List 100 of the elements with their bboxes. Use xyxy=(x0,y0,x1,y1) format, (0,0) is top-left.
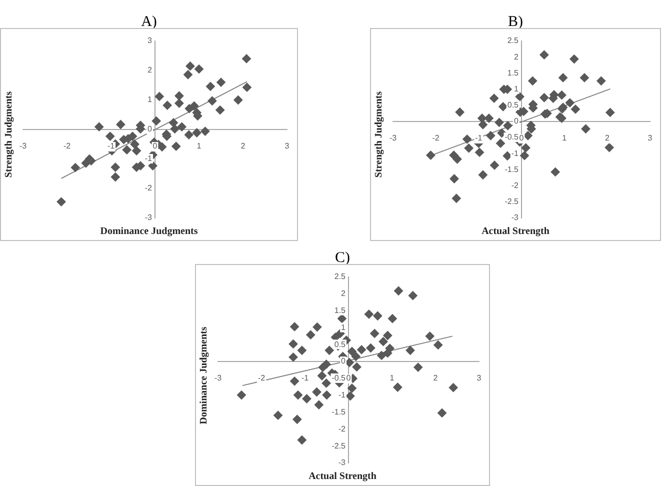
y-tick-label: 1.5 xyxy=(507,68,520,78)
point xyxy=(406,346,415,355)
point xyxy=(184,104,194,114)
point xyxy=(317,371,326,380)
y-tick-label: 2 xyxy=(341,289,346,298)
y-tick-label: 1.5 xyxy=(334,306,346,316)
point xyxy=(464,144,474,153)
point xyxy=(208,96,217,106)
point xyxy=(152,116,161,126)
point xyxy=(373,311,382,320)
point xyxy=(370,328,380,338)
point xyxy=(154,92,164,101)
x-axis-title: Dominance Judgments xyxy=(99,226,199,237)
point xyxy=(216,78,226,87)
y-tick-label: 0.5 xyxy=(334,340,346,349)
x-tick-label: -1 xyxy=(475,134,483,143)
point xyxy=(475,148,484,157)
point xyxy=(486,131,496,140)
chart-title: C) xyxy=(334,250,351,266)
point xyxy=(192,128,202,138)
point xyxy=(206,82,215,91)
point xyxy=(388,314,397,324)
point xyxy=(352,362,362,372)
point xyxy=(194,64,204,74)
point xyxy=(521,143,530,152)
point xyxy=(581,124,590,134)
point xyxy=(604,143,614,152)
y-tick-label: -2 xyxy=(144,184,153,193)
y-tick-label: -3 xyxy=(511,213,520,222)
point xyxy=(450,174,459,184)
point xyxy=(110,172,120,182)
y-tick-label: 0 xyxy=(514,116,520,126)
point xyxy=(351,352,360,361)
y-tick-label: -3 xyxy=(338,458,346,468)
y-tick-label: -1 xyxy=(338,390,346,400)
y-axis-title: Strength Judgments xyxy=(4,91,14,178)
point xyxy=(408,291,418,300)
point xyxy=(448,383,458,392)
point xyxy=(462,134,472,144)
point xyxy=(172,142,181,151)
y-axis-title: Dominance Judgments xyxy=(198,326,210,424)
point xyxy=(414,362,423,372)
point xyxy=(274,410,283,420)
point xyxy=(177,122,186,132)
point xyxy=(570,54,579,64)
point xyxy=(184,70,192,80)
point xyxy=(122,145,132,154)
point xyxy=(452,154,462,164)
x-tick-label: 2 xyxy=(240,142,246,151)
point xyxy=(242,82,252,92)
y-tick-label: -0.5 xyxy=(332,374,346,383)
x-tick-label: -2 xyxy=(432,134,440,143)
point xyxy=(528,76,538,86)
point xyxy=(312,387,322,396)
point xyxy=(540,93,549,102)
point xyxy=(383,331,392,340)
point xyxy=(94,122,104,132)
point xyxy=(234,96,243,104)
y-tick-label: -2 xyxy=(338,424,346,434)
point xyxy=(357,345,366,354)
point xyxy=(288,352,298,362)
x-tick-label: -2 xyxy=(258,374,266,383)
y-tick-label: -2.5 xyxy=(504,197,520,206)
point xyxy=(294,390,303,400)
point xyxy=(503,121,512,130)
point xyxy=(200,126,210,136)
point xyxy=(236,390,246,400)
y-tick-label: 2.5 xyxy=(507,36,520,46)
point xyxy=(515,92,524,102)
x-tick-label: -1 xyxy=(301,374,310,383)
point xyxy=(170,124,180,134)
point xyxy=(580,73,589,82)
x-tick-label: 2 xyxy=(433,374,438,383)
y-tick-label: -1.5 xyxy=(332,407,346,416)
y-tick-label: -1.5 xyxy=(504,164,520,174)
point xyxy=(318,362,328,372)
point xyxy=(426,150,436,160)
point xyxy=(434,340,443,350)
x-axis-title: Actual Strength xyxy=(480,226,550,237)
point xyxy=(606,108,615,117)
point xyxy=(302,394,312,404)
y-tick-label: -1 xyxy=(144,154,153,164)
point xyxy=(490,160,500,170)
y-tick-label: 2 xyxy=(148,66,153,75)
x-tick-label: -3 xyxy=(214,374,222,383)
point xyxy=(438,408,447,418)
point xyxy=(174,91,184,100)
y-axis-title: Strength Judgments xyxy=(374,91,384,178)
point xyxy=(366,344,376,353)
x-axis-title: Actual Strength xyxy=(308,471,378,482)
point xyxy=(520,151,529,160)
point xyxy=(186,62,195,71)
point xyxy=(478,120,488,130)
point xyxy=(242,54,252,64)
point xyxy=(288,339,298,348)
point xyxy=(292,414,302,424)
y-tick-label: -0.5 xyxy=(504,132,520,142)
point xyxy=(130,140,140,149)
point xyxy=(337,314,346,324)
x-tick-label: -3 xyxy=(389,134,398,143)
